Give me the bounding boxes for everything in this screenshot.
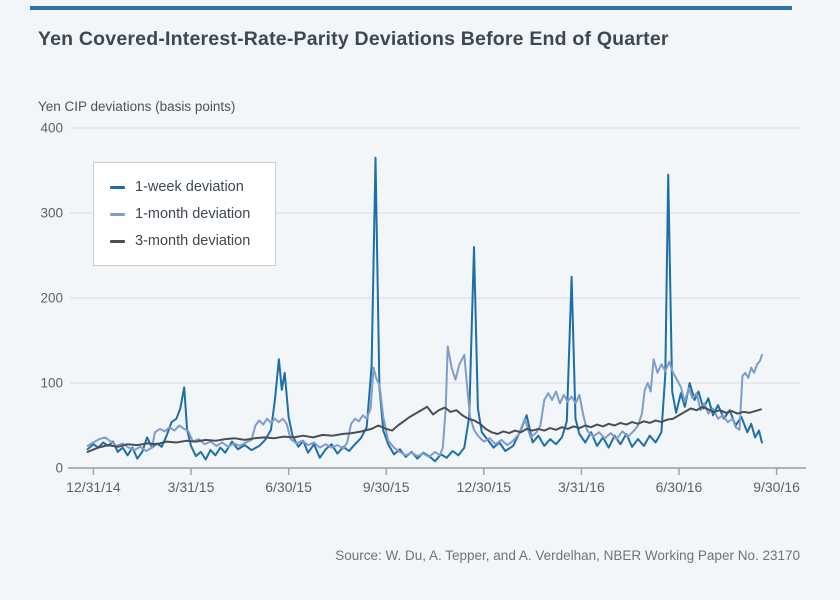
source-note: Source: W. Du, A. Tepper, and A. Verdelh… [335,548,800,563]
legend-item-3-month: 3-month deviation [110,233,275,249]
x-tick-label-9/30/15: 9/30/15 [362,479,410,495]
legend-label-1-week: 1-week deviation [135,179,244,195]
legend-label-3-month: 3-month deviation [135,233,251,249]
legend-label-1-month: 1-month deviation [135,206,251,222]
x-tick-label-9/30/16: 9/30/16 [753,479,800,495]
series-line-3-month-deviation [86,405,762,453]
top-accent-bar [30,6,792,10]
x-tick-label-12/31/14: 12/31/14 [66,479,121,495]
legend-swatch-1-week [110,185,125,189]
x-tick-label-6/30/16: 6/30/16 [655,479,703,495]
legend: 1-week deviation 1-month deviation 3-mon… [93,162,276,266]
legend-item-1-week: 1-week deviation [110,179,275,195]
legend-swatch-3-month [110,239,125,243]
y-tick-label-400: 400 [40,120,63,136]
y-tick-label-100: 100 [40,375,63,391]
x-tick-label-3/31/15: 3/31/15 [167,479,215,495]
y-tick-label-200: 200 [40,290,63,306]
y-tick-label-0: 0 [55,460,63,476]
y-axis-title: Yen CIP deviations (basis points) [38,99,236,114]
legend-item-1-month: 1-month deviation [110,206,275,222]
y-tick-label-300: 300 [40,205,63,221]
x-tick-label-3/31/16: 3/31/16 [558,479,605,495]
x-tick-label-12/30/15: 12/30/15 [456,479,512,495]
x-tick-label-6/30/15: 6/30/15 [265,479,312,495]
legend-swatch-1-month [110,212,125,216]
series-line-1-month-deviation [86,345,763,458]
chart-title: Yen Covered-Interest-Rate-Parity Deviati… [38,28,669,50]
